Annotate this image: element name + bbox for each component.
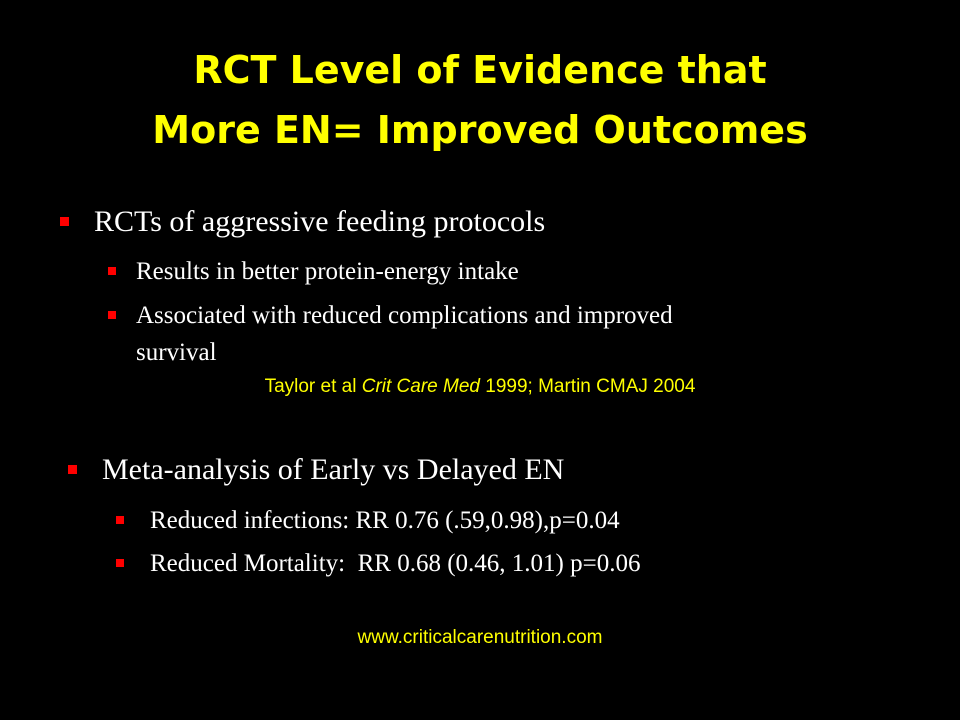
square-bullet-icon — [116, 516, 124, 524]
footer-url: www.criticalcarenutrition.com — [357, 627, 603, 648]
square-bullet-icon — [108, 267, 116, 275]
section1-item-2-text: Associated with reduced complications an… — [136, 302, 673, 329]
section2-heading-text: Meta-analysis of Early vs Delayed EN — [102, 453, 565, 486]
citation: Taylor et al Crit Care Med 1999; Martin … — [0, 376, 960, 398]
square-bullet-icon — [68, 465, 77, 474]
title-line-2: More EN= Improved Outcomes — [152, 108, 808, 152]
section1-item-2-continued-text: survival — [136, 339, 217, 366]
title-line-1: RCT Level of Evidence that — [193, 48, 767, 92]
section2-item-2-text: Reduced Mortality: RR 0.68 (0.46, 1.01) … — [150, 550, 641, 577]
section2-item-1-text: Reduced infections: RR 0.76 (.59,0.98),p… — [150, 507, 620, 534]
citation-authors: Taylor et al — [264, 376, 362, 397]
square-bullet-icon — [116, 559, 124, 567]
square-bullet-icon — [60, 217, 69, 226]
square-bullet-icon — [108, 311, 116, 319]
citation-journal: Crit Care Med — [361, 376, 480, 397]
section1-heading-text: RCTs of aggressive feeding protocols — [94, 205, 546, 238]
slide-title: RCT Level of Evidence that More EN= Impr… — [0, 40, 960, 160]
citation-rest: 1999; Martin CMAJ 2004 — [479, 376, 696, 397]
section1-item-1-text: Results in better protein-energy intake — [136, 258, 519, 285]
